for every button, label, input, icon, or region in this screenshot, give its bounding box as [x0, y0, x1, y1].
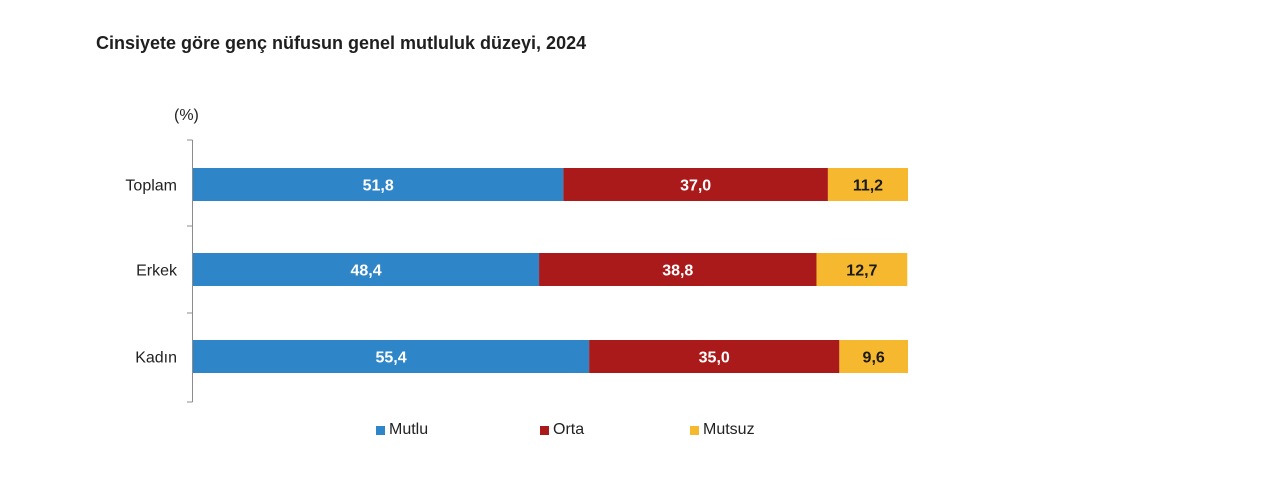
legend-item-mutlu: Mutlu	[376, 421, 428, 439]
legend-item-orta: Orta	[540, 421, 584, 439]
bar-mutlu-erkek	[193, 253, 540, 286]
data-label: 55,4	[375, 350, 406, 367]
legend-label: Orta	[553, 421, 585, 438]
legend-item-mutsuz: Mutsuz	[690, 421, 755, 439]
legend-swatch	[690, 425, 699, 435]
category-label: Kadın	[135, 350, 177, 367]
category-label: Erkek	[136, 263, 178, 280]
unit-label: (%)	[174, 107, 199, 124]
data-label: 38,8	[662, 263, 693, 280]
bar-mutsuz-toplam	[827, 168, 908, 201]
data-label: 9,6	[863, 350, 885, 367]
legend-label: Mutsuz	[703, 421, 755, 438]
chart-title: Cinsiyete göre genç nüfusun genel mutlul…	[96, 33, 587, 53]
bar-mutlu-toplam	[193, 168, 564, 201]
legend-label: Mutlu	[389, 421, 429, 438]
data-label: 51,8	[363, 178, 394, 195]
bar-orta-erkek	[539, 253, 817, 286]
data-label: 35,0	[699, 350, 730, 367]
bar-orta-kadın	[589, 340, 840, 373]
bar-mutsuz-erkek	[816, 253, 908, 286]
legend-swatch	[540, 425, 549, 435]
data-label: 48,4	[350, 263, 381, 280]
bar-orta-toplam	[563, 168, 828, 201]
bar-mutlu-kadın	[193, 340, 590, 373]
bar-mutsuz-kadın	[839, 340, 908, 373]
chart-legend: Mutlu Orta Mutsuz	[0, 421, 1280, 445]
data-label: 12,7	[846, 263, 877, 280]
data-label: 37,0	[680, 178, 711, 195]
data-label: 11,2	[853, 178, 883, 195]
legend-swatch	[376, 425, 385, 435]
category-label: Toplam	[125, 178, 177, 195]
